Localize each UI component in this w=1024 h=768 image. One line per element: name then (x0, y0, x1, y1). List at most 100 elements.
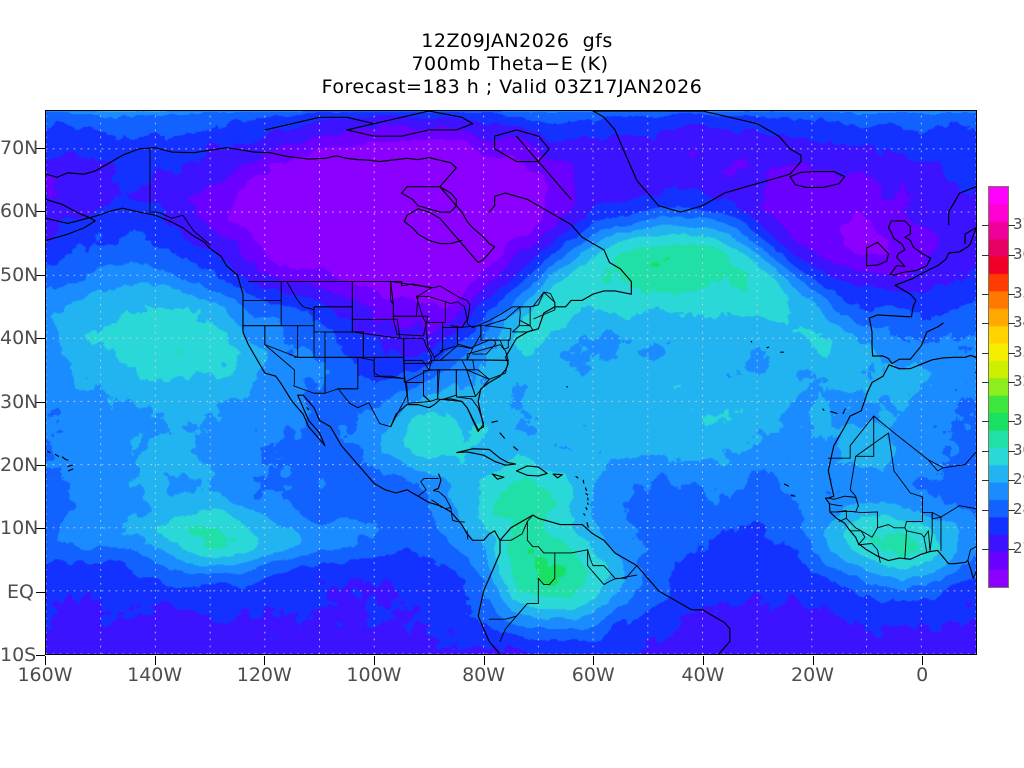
coastline (456, 448, 516, 466)
political-border (390, 281, 433, 317)
colorbar-gradient (988, 186, 1009, 588)
coastline (46, 198, 91, 219)
political-border (324, 331, 364, 358)
political-border (264, 325, 299, 358)
x-axis-label: 0 (916, 664, 929, 686)
political-border (940, 505, 976, 561)
coastline (47, 450, 51, 454)
colorbar-label: 345 (1013, 313, 1024, 332)
colorbar-label: 327 (1013, 372, 1024, 391)
political-border (485, 339, 509, 350)
political-border (444, 301, 468, 329)
coastline (585, 506, 588, 511)
colorbar-tick (1008, 293, 1015, 295)
y-axis-label: 10S (0, 644, 37, 666)
political-border (836, 510, 847, 522)
coastline (513, 446, 519, 451)
coastline (209, 248, 501, 654)
x-axis-label: 40W (681, 664, 725, 686)
y-axis-label: 30N (0, 390, 39, 413)
y-tick (36, 274, 45, 276)
coastline (46, 217, 96, 241)
coastline (842, 408, 846, 415)
coastline (575, 475, 579, 479)
political-border (499, 514, 534, 541)
y-tick (36, 655, 45, 656)
coastline (491, 420, 498, 423)
x-tick (264, 656, 266, 665)
coastline (499, 432, 505, 439)
political-border (942, 451, 976, 469)
colorbar-tick (982, 480, 989, 482)
political-border (849, 530, 866, 546)
coastline (390, 192, 632, 431)
colorbar-label: 375 (1013, 215, 1024, 234)
political-border (242, 299, 282, 327)
colorbar-label: 288 (1013, 499, 1024, 518)
colorbar-tick (982, 254, 989, 256)
political-border (480, 325, 512, 341)
colorbar-tick (982, 548, 989, 550)
coastline (264, 116, 375, 131)
y-axis-label: 60N (0, 200, 39, 223)
colorbar-label: 315 (1013, 411, 1024, 430)
coastline (494, 129, 550, 163)
colorbar-tick (982, 225, 989, 227)
colorbar-tick (1008, 548, 1015, 550)
x-axis-label: 80W (462, 664, 506, 686)
political-border (297, 325, 315, 358)
x-axis-label: 120W (236, 664, 292, 686)
colorbar[interactable] (988, 186, 1009, 588)
coastline (783, 483, 789, 487)
political-border (242, 325, 295, 385)
coastline (822, 408, 825, 411)
y-tick (36, 464, 45, 466)
political-border (499, 603, 539, 642)
coastline (46, 207, 211, 250)
y-axis-label: 10N (0, 517, 39, 540)
political-border (406, 382, 431, 404)
coastline (46, 147, 496, 264)
political-border (444, 507, 452, 510)
coastline (948, 185, 976, 226)
y-axis-label: 20N (0, 453, 39, 476)
political-border (351, 281, 394, 320)
colorbar-tick (1008, 352, 1015, 354)
political-border (403, 359, 430, 383)
political-border (827, 495, 859, 507)
colorbar-tick (982, 450, 989, 452)
y-tick (36, 148, 45, 150)
title-line-run: 12Z09JAN2026 gfs (421, 30, 613, 52)
political-border (855, 432, 942, 520)
coastline (830, 411, 838, 415)
coastline (887, 220, 932, 276)
political-border (415, 295, 446, 323)
colorbar-label: 336 (1013, 342, 1024, 361)
map-plot-area[interactable] (45, 110, 977, 655)
coastline (499, 514, 731, 654)
political-border (441, 394, 485, 433)
colorbar-tick (1008, 509, 1015, 511)
political-border (455, 520, 465, 523)
colorbar-tick (982, 323, 989, 325)
y-axis-label: 50N (0, 263, 39, 286)
y-axis-label: 40N (0, 327, 39, 350)
coastline (583, 513, 586, 516)
political-border (324, 356, 359, 394)
political-border (149, 148, 211, 246)
political-border (532, 291, 556, 320)
political-border (488, 603, 528, 620)
coastline (592, 111, 802, 213)
coastline (401, 186, 457, 213)
colorbar-tick (982, 509, 989, 511)
coastline (515, 135, 572, 200)
coastline (824, 364, 974, 579)
coastline (491, 473, 505, 480)
colorbar-label: 297 (1013, 470, 1024, 489)
y-tick (36, 338, 45, 340)
x-axis-label: 100W (346, 664, 402, 686)
colorbar-tick (982, 382, 989, 384)
coastline (868, 317, 944, 365)
political-border (417, 477, 439, 497)
x-tick (154, 656, 156, 665)
